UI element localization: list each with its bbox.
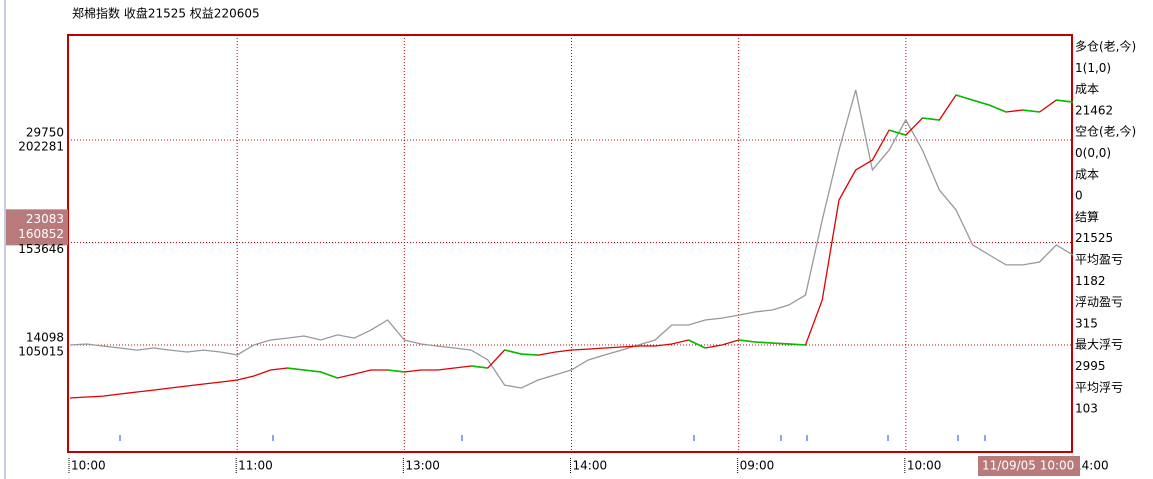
- side-panel-item: 103: [1075, 402, 1098, 416]
- x-tick-label: 14:00: [573, 459, 608, 473]
- plot-frame: [67, 34, 1073, 453]
- side-panel-item: 315: [1075, 316, 1098, 330]
- down-segment: [755, 341, 773, 344]
- y2-tick-label: 202281: [18, 140, 64, 154]
- side-panel-item: 最大浮亏: [1075, 338, 1123, 352]
- x-tick-label: 10:00: [71, 459, 106, 473]
- down-segment: [521, 353, 539, 356]
- down-segment: [387, 369, 405, 373]
- cursor-y-label: 23083: [26, 212, 64, 226]
- cursor-y-box: [6, 209, 68, 246]
- side-panel-item: 平均盈亏: [1075, 253, 1123, 267]
- x-tick-label: 10:00: [907, 459, 942, 473]
- trade-markers: [119, 435, 986, 441]
- side-panel-item: 0(0,0): [1075, 146, 1111, 160]
- down-segment: [303, 369, 321, 373]
- down-segment: [922, 117, 940, 121]
- side-panel-item: 平均浮亏: [1075, 380, 1123, 394]
- down-segment: [955, 94, 973, 101]
- y2-tick-label: 105015: [18, 345, 64, 359]
- down-segment: [688, 339, 706, 349]
- down-segment: [287, 367, 305, 371]
- down-segment: [1056, 99, 1074, 103]
- cursor-x-box: [978, 456, 1080, 476]
- side-panel-item: 0: [1075, 189, 1083, 203]
- down-segment: [471, 365, 489, 369]
- side-panel-item: 21462: [1075, 103, 1113, 117]
- side-panel-item: 1(1,0): [1075, 61, 1111, 75]
- x-tick-label: 09:00: [740, 459, 775, 473]
- down-segment: [989, 104, 1007, 113]
- x-tick-label: 14:00: [1074, 459, 1109, 473]
- down-segment: [738, 339, 756, 343]
- down-segment: [1022, 109, 1040, 113]
- x-tick-label: 11:00: [238, 459, 273, 473]
- down-segment: [504, 349, 522, 355]
- down-segment: [772, 342, 789, 345]
- side-panel-item: 成本: [1075, 167, 1099, 181]
- cursor-x-label: 11/09/05 10:00: [982, 459, 1074, 473]
- series-line: [69, 89, 1074, 389]
- side-panel-item: 21525: [1075, 231, 1113, 245]
- side-panel-item: 空仓(老,今): [1075, 124, 1136, 139]
- chart-title: 郑棉指数 收盘21525 权益220605: [72, 6, 260, 21]
- side-panel-item: 2995: [1075, 359, 1106, 373]
- side-panel-item: 结算: [1075, 209, 1099, 224]
- x-tick-label: 13:00: [405, 459, 440, 473]
- y2-tick-label: 153646: [18, 242, 64, 256]
- down-segment: [788, 343, 806, 346]
- cursor-y2-label: 160852: [18, 227, 64, 241]
- side-panel-item: 多仓(老,今): [1075, 39, 1136, 54]
- side-panel-item: 1182: [1075, 274, 1106, 288]
- side-panel-item: 浮动盈亏: [1075, 295, 1123, 309]
- down-segment: [972, 99, 990, 106]
- side-panel-item: 成本: [1075, 82, 1099, 96]
- down-segment: [320, 371, 338, 379]
- y-tick-label: 29750: [26, 126, 64, 140]
- down-segment: [888, 129, 907, 136]
- y-tick-label: 14098: [26, 331, 64, 345]
